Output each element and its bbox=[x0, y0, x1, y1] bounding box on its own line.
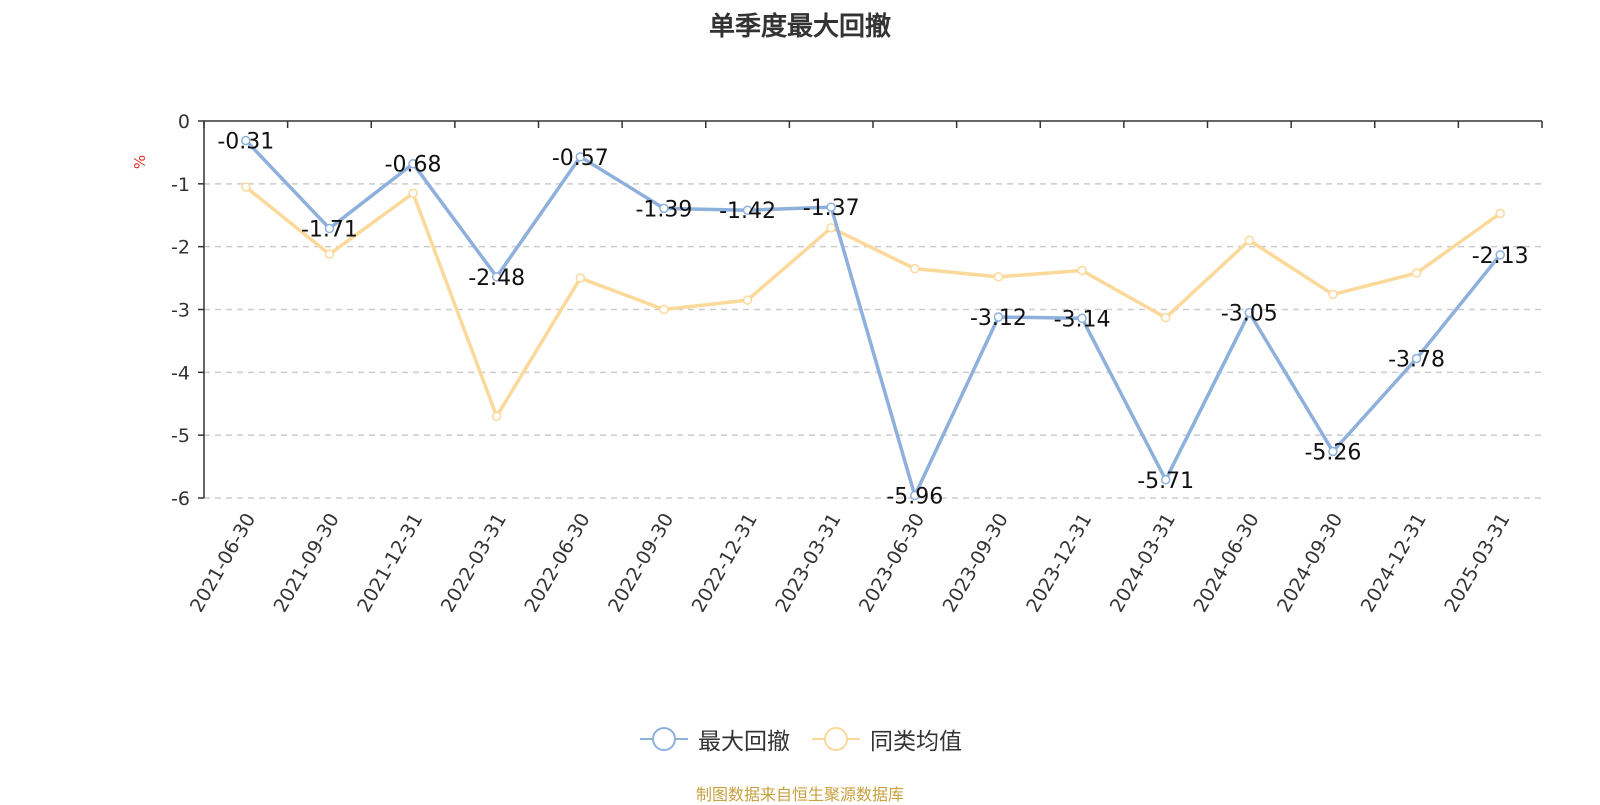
y-tick-label: -2 bbox=[171, 237, 190, 259]
data-label: -1.39 bbox=[635, 197, 692, 222]
data-label: -0.68 bbox=[385, 153, 442, 178]
data-label: -5.26 bbox=[1304, 441, 1361, 466]
data-point bbox=[324, 249, 335, 259]
data-point bbox=[659, 304, 669, 315]
y-tick-label: -4 bbox=[171, 362, 190, 384]
data-point bbox=[408, 158, 418, 169]
y-tick-label: -3 bbox=[171, 300, 190, 322]
data-point bbox=[1495, 250, 1505, 260]
data-labels: -0.31 -1.71 -0.68 -2.48 -0.57 -1.39 -1.42 -1.37… bbox=[217, 129, 1528, 509]
data-point bbox=[1077, 313, 1087, 324]
y-axis-unit-label: % bbox=[131, 155, 149, 169]
data-point bbox=[575, 273, 586, 283]
data-point bbox=[324, 223, 335, 234]
x-tick-label: 2023-03-31 bbox=[771, 510, 845, 617]
data-label: -1.71 bbox=[301, 217, 358, 242]
data-point bbox=[910, 263, 920, 274]
data-point bbox=[1160, 312, 1171, 323]
x-tick-label: 2023-09-30 bbox=[939, 510, 1013, 617]
x-tick-label: 2024-06-30 bbox=[1189, 510, 1263, 617]
series-lines bbox=[241, 135, 1505, 501]
data-label: -1.42 bbox=[719, 199, 776, 224]
x-tick-label: 2024-03-31 bbox=[1106, 510, 1180, 617]
data-label: -0.31 bbox=[217, 129, 274, 154]
data-point bbox=[491, 272, 502, 282]
x-tick-label: 2022-03-31 bbox=[437, 510, 511, 617]
source-note: 制图数据来自恒生聚源数据库 bbox=[695, 785, 904, 804]
data-point bbox=[241, 135, 251, 146]
data-label: -5.71 bbox=[1137, 469, 1194, 494]
data-label: -5.96 bbox=[886, 484, 943, 509]
x-tick-label: 2023-06-30 bbox=[855, 510, 929, 617]
data-label: -2.48 bbox=[468, 266, 525, 291]
x-tick-label: 2021-12-31 bbox=[353, 510, 427, 617]
legend-line-circle-icon bbox=[812, 727, 860, 751]
data-label: -3.78 bbox=[1388, 348, 1445, 373]
x-tick-label: 2022-09-30 bbox=[604, 510, 678, 617]
data-point bbox=[742, 295, 753, 305]
data-point bbox=[1328, 289, 1338, 300]
x-tick-label: 2024-09-30 bbox=[1273, 510, 1347, 617]
chart-title: 单季度最大回撤 bbox=[708, 12, 891, 42]
data-point bbox=[659, 203, 669, 214]
data-point bbox=[826, 223, 836, 233]
data-point bbox=[1411, 268, 1422, 278]
x-tick-label: 2024-12-31 bbox=[1357, 510, 1431, 617]
legend: 最大回撤 同类均值 bbox=[0, 722, 1600, 756]
y-tick-label: -1 bbox=[171, 174, 190, 196]
y-tick-label: 0 bbox=[178, 111, 190, 133]
data-label: -3.05 bbox=[1221, 302, 1278, 327]
data-point bbox=[575, 152, 586, 162]
data-point bbox=[1244, 235, 1255, 246]
legend-item-peer-average[interactable]: 同类均值 bbox=[810, 722, 962, 756]
data-label: -3.12 bbox=[970, 306, 1027, 331]
data-point bbox=[826, 202, 836, 212]
data-label: -0.57 bbox=[552, 146, 609, 171]
y-tick-label: -5 bbox=[171, 425, 190, 447]
data-point bbox=[1077, 265, 1087, 276]
data-label: -2.13 bbox=[1472, 244, 1529, 269]
data-label: -3.14 bbox=[1054, 307, 1111, 332]
x-tick-label: 2022-12-31 bbox=[688, 510, 762, 617]
x-tick-label: 2022-06-30 bbox=[520, 510, 594, 617]
data-point bbox=[491, 411, 502, 422]
x-tick-label: 2023-12-31 bbox=[1022, 510, 1096, 617]
data-point bbox=[1495, 208, 1505, 219]
y-tick-label: -6 bbox=[171, 488, 190, 510]
legend-line-circle-icon bbox=[640, 727, 688, 751]
data-point bbox=[1328, 446, 1338, 457]
series-line bbox=[244, 185, 1502, 419]
x-tick-label: 2021-09-30 bbox=[270, 510, 344, 617]
data-point bbox=[1160, 475, 1171, 485]
legend-circle bbox=[824, 727, 848, 751]
data-point bbox=[742, 205, 753, 215]
data-point bbox=[1411, 353, 1422, 364]
data-point bbox=[1244, 307, 1255, 318]
legend-circle bbox=[652, 727, 676, 751]
data-point bbox=[993, 312, 1004, 322]
x-tick-label: 2025-03-31 bbox=[1440, 510, 1514, 617]
series-line bbox=[244, 139, 1502, 498]
legend-item-max-drawdown[interactable]: 最大回撤 bbox=[638, 722, 790, 756]
data-point bbox=[241, 182, 251, 192]
data-label: -1.37 bbox=[803, 196, 860, 221]
data-point bbox=[910, 490, 920, 501]
legend-label: 同类均值 bbox=[870, 729, 962, 755]
x-tick-label: 2021-06-30 bbox=[186, 510, 260, 617]
data-point bbox=[993, 272, 1004, 282]
legend-label: 最大回撤 bbox=[698, 729, 790, 755]
data-point bbox=[408, 188, 418, 199]
